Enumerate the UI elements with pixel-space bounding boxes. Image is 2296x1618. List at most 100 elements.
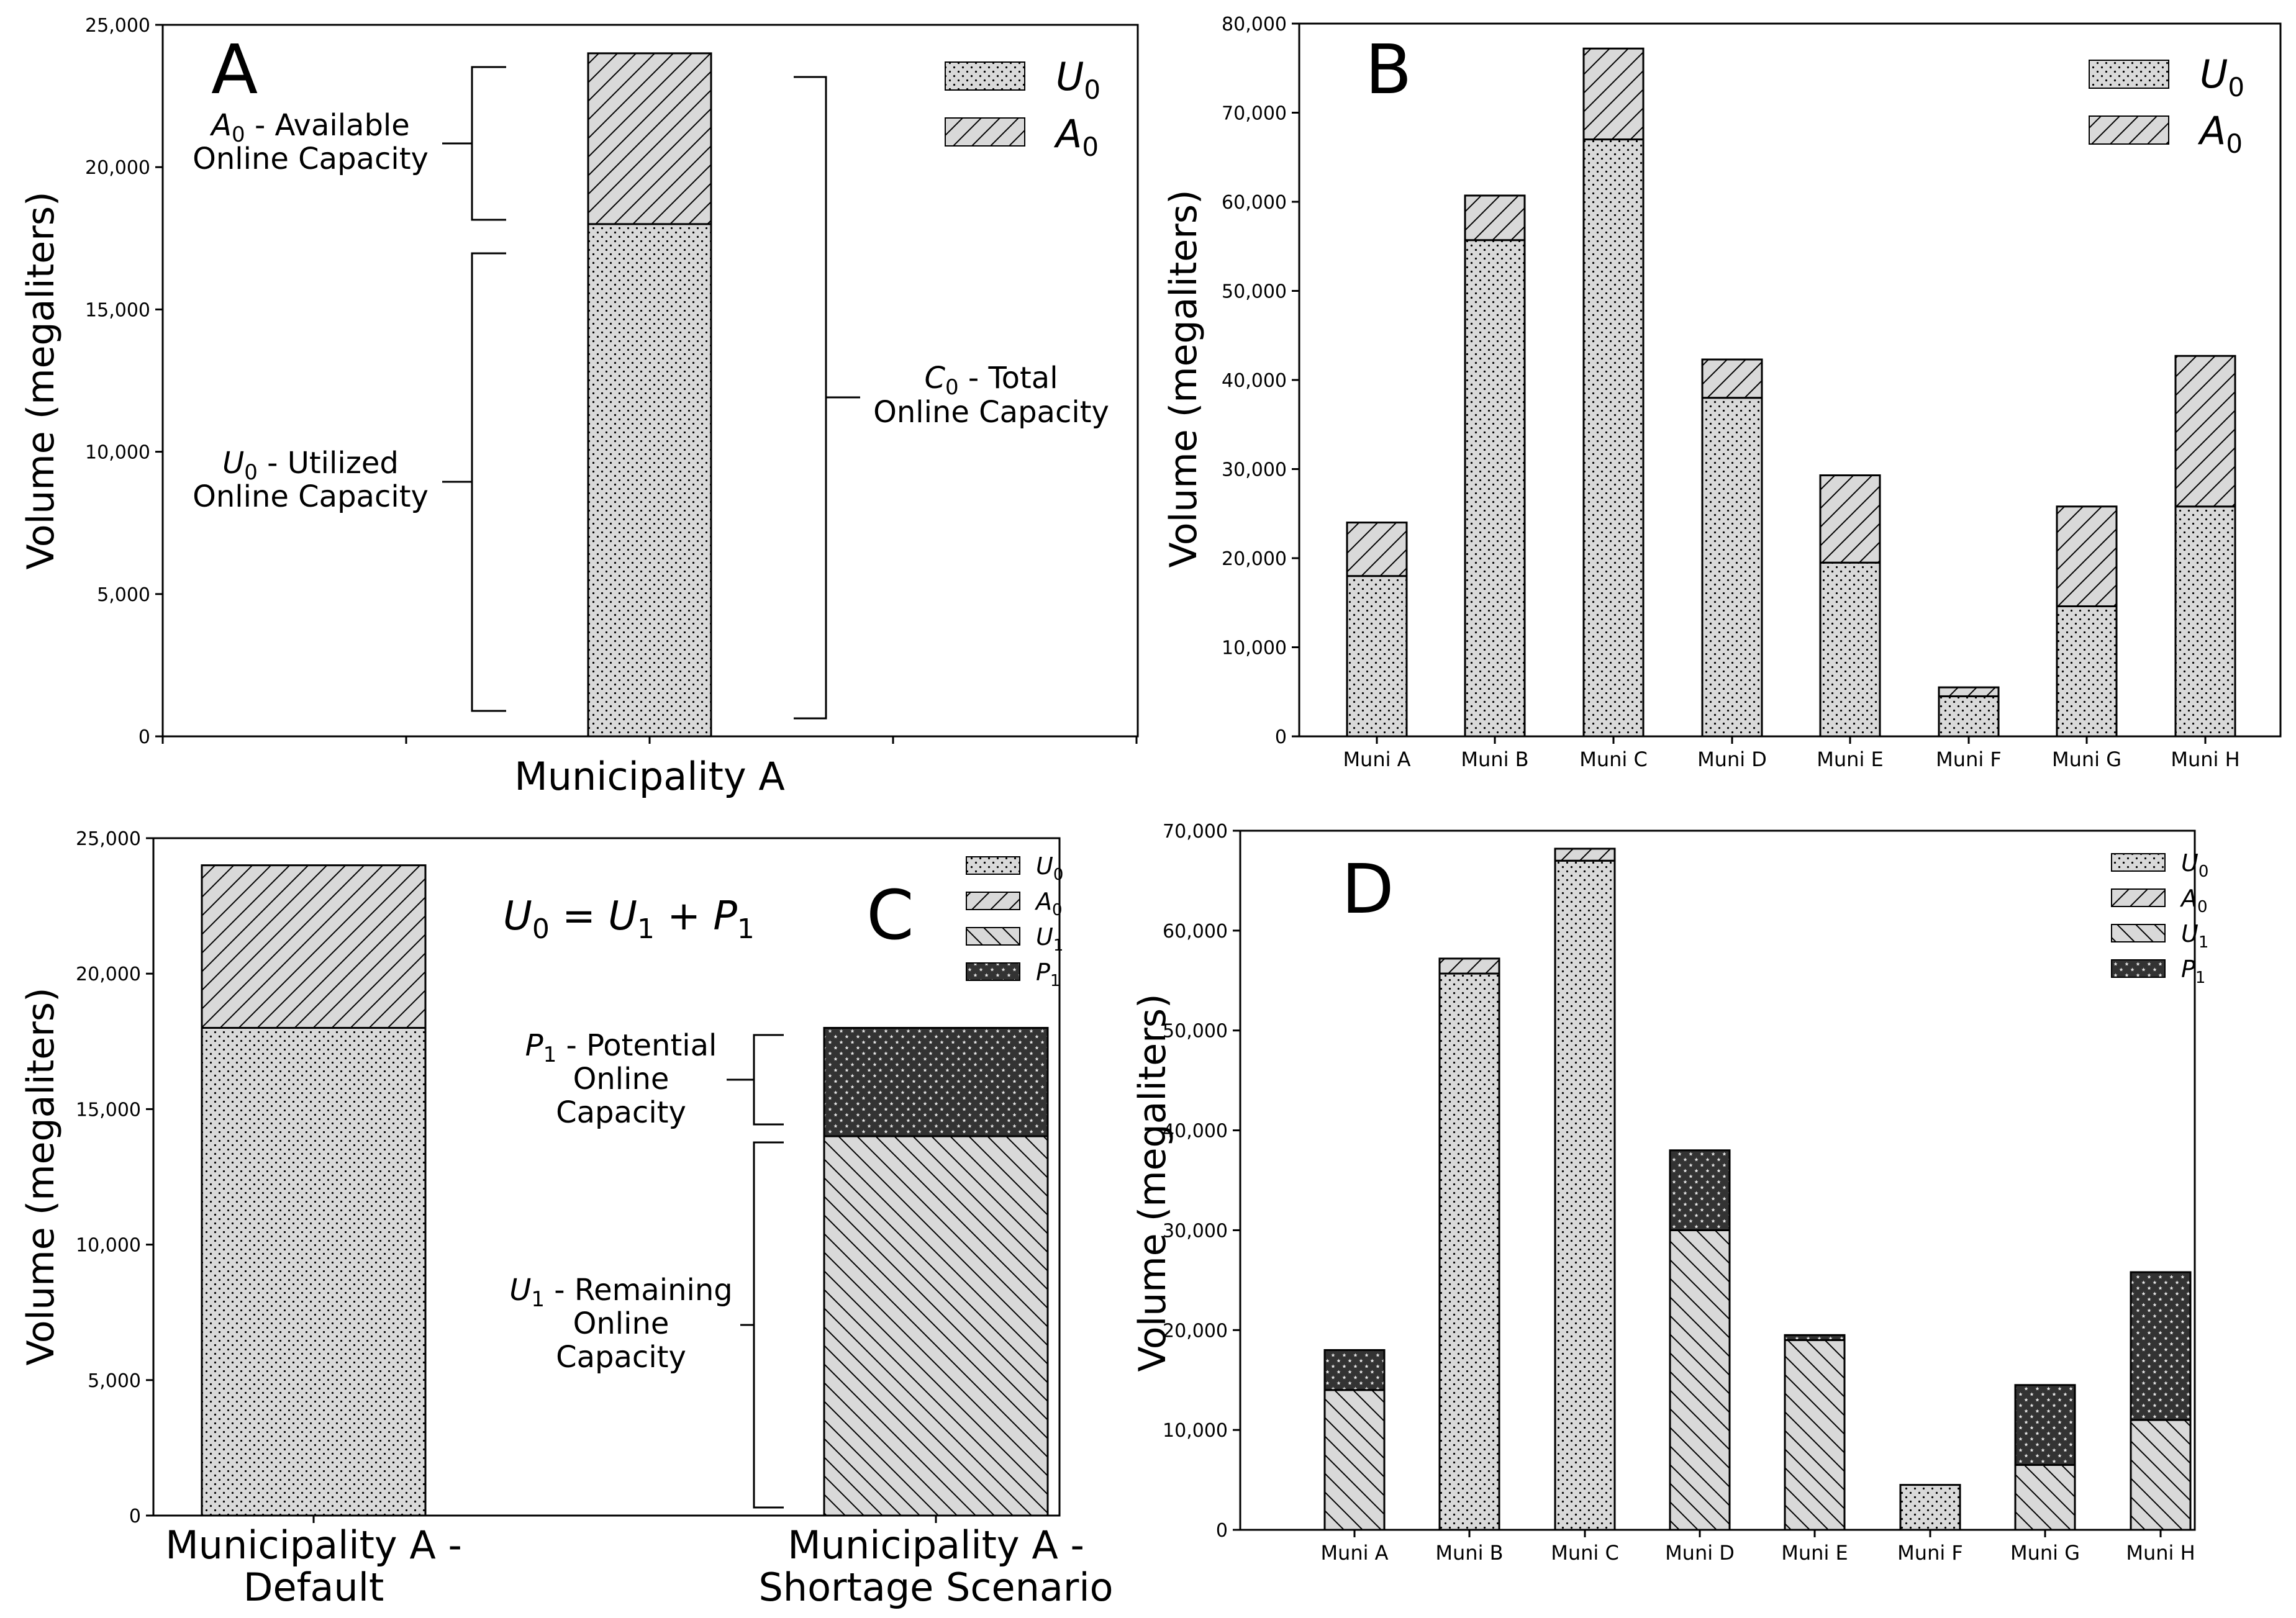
y-tick-label: 50,000 [1163,1021,1228,1042]
x-tick-label: Muni G [2052,748,2121,771]
panel-d-legend-swatch-p1 [2111,959,2166,978]
panel-c-category-default-line1: Municipality A - [165,1522,462,1568]
bar-segment-p1 [1669,1149,1731,1231]
y-tick-label: 40,000 [1163,1121,1228,1142]
bar-segment-a0 [1464,194,1526,242]
bar-segment-u0 [1438,972,1500,1531]
panel-a-y-axis-label: Volume (megaliters) [19,192,63,570]
x-tick-label: Muni C [1551,1541,1619,1565]
bar-segment-a0 [1701,358,1763,399]
bar-segment-u1 [1784,1339,1846,1531]
x-tick-label: Muni D [1697,748,1767,771]
svg-text:U1 - Remaining: U1 - Remaining [509,1273,733,1312]
bar-segment-u0 [587,223,712,738]
panel-c-category-shortage-line1: Municipality A - [787,1522,1084,1568]
x-tick-label: Muni B [1461,748,1528,771]
panel-a-x-ticks [161,736,1138,744]
panel-c-letter: C [866,875,914,955]
bar-segment-p1 [2014,1384,2076,1466]
y-tick-label: 70,000 [1222,103,1287,125]
panel-b-legend-swatch-a0 [2089,115,2169,145]
y-tick-label: 30,000 [1163,1220,1228,1242]
svg-text:Online Capacity: Online Capacity [193,142,429,176]
x-tick-label: Muni D [1665,1541,1735,1565]
x-tick-label: Muni H [2126,1541,2195,1565]
bar-segment-a0 [1438,957,1500,975]
panel-b-legend: U0 A0 [2089,52,2244,159]
panel-a-legend-label-u0: U0 [1056,54,1100,105]
y-tick-label: 25,000 [76,828,141,850]
panel-c-frame [152,837,1061,1517]
bar-segment-u0 [2056,605,2118,738]
panel-a-legend: U0 A0 [945,54,1100,162]
bar-segment-u0 [1701,397,1763,738]
bar-segment-u0 [1346,575,1408,738]
panel-b-y-axis-label: Volume (megaliters) [1162,190,1205,568]
y-tick-label: 80,000 [1222,14,1287,35]
svg-text:Online: Online [573,1062,669,1096]
panel-c-bars [201,864,1049,1517]
panel-c: 0 5,000 10,000 15,000 20,000 25,000 Municipal… [19,828,1114,1610]
y-tick-label: 20,000 [1163,1320,1228,1342]
svg-text:Online Capacity: Online Capacity [193,479,429,514]
panel-c-equation: U0 = U1 + P1 [503,893,755,945]
x-tick-label: Muni F [1936,748,2002,771]
y-tick-label: 5,000 [97,584,150,606]
bar-segment-a0 [2174,355,2236,508]
panel-a-legend-label-a0: A0 [1053,111,1099,162]
y-tick-label: 70,000 [1163,821,1228,843]
y-tick-label: 20,000 [1222,548,1287,570]
y-tick-label: 60,000 [1222,192,1287,214]
svg-text:P1 - Potential: P1 - Potential [525,1028,717,1067]
panel-c-annotation-p1: P1 - Potential Online Capacity [525,1028,784,1130]
bar-segment-u0 [1582,138,1645,738]
panel-d: 0 10,000 20,000 30,000 40,000 50,000 60,000 70,… [1131,821,2208,1565]
panel-b-bars [1346,47,2236,738]
svg-text:Capacity: Capacity [556,1095,686,1130]
panel-a-legend-swatch-u0 [945,61,1025,91]
bar-segment-a0 [1582,47,1645,141]
bar-segment-p1 [823,1026,1049,1137]
bar-segment-p1 [2130,1271,2192,1421]
panel-c-legend-label-a0: A0 [1034,888,1063,920]
panel-d-legend-label-u1: U1 [2181,920,2208,952]
bar-segment-a0 [1819,474,1881,564]
y-tick-label: 0 [1216,1520,1228,1542]
bar-segment-u1 [1669,1229,1731,1531]
panel-a-letter: A [211,30,258,109]
y-tick-label: 60,000 [1163,921,1228,942]
y-tick-label: 15,000 [85,299,150,321]
bar-segment-u1 [1323,1389,1386,1531]
y-tick-label: 10,000 [76,1235,141,1257]
bar-segment-u0 [201,1026,427,1517]
bar-segment-a0 [1554,847,1616,862]
panel-d-bars [1323,847,2192,1531]
panel-d-y-ticks: 0 10,000 20,000 30,000 40,000 50,000 60,000 70,… [1163,821,1240,1542]
panel-b-legend-label-a0: A0 [2197,108,2243,159]
bar-segment-a0 [2056,505,2118,607]
bar-segment-u1 [2130,1419,2192,1531]
panel-a-annotation-u0: U0 - Utilized Online Capacity [193,252,506,712]
panel-a-annotation-c0: C0 - Total Online Capacity [794,76,1109,720]
panel-d-x-labels: Muni A Muni B Muni C Muni D Muni E Muni F Muni… [1320,1530,2195,1565]
panel-c-legend-label-u0: U0 [1036,852,1063,884]
bar-segment-a0 [201,864,427,1029]
y-tick-label: 25,000 [85,15,150,37]
y-tick-label: 0 [129,1506,141,1527]
bar-segment-u0 [1464,239,1526,738]
panel-a: 0 5,000 10,000 15,000 20,000 25,000 Municipal… [19,15,1139,799]
panel-d-legend-label-a0: A0 [2179,885,2208,916]
panel-c-legend-swatch-u1 [966,927,1020,946]
panel-c-y-ticks: 0 5,000 10,000 15,000 20,000 25,000 [76,828,153,1527]
panel-c-legend: U0 A0 U1 P1 [966,852,1063,990]
panel-c-legend-label-u1: U1 [1036,923,1063,955]
panel-d-letter: D [1341,849,1394,929]
y-tick-label: 0 [138,726,150,748]
panel-c-legend-label-p1: P1 [1036,959,1060,990]
y-tick-label: 10,000 [85,442,150,464]
bar-segment-u1 [2014,1463,2076,1531]
x-tick-label: Muni B [1435,1541,1503,1565]
y-tick-label: 10,000 [1163,1420,1228,1442]
y-tick-label: 50,000 [1222,281,1287,303]
bar-segment-a0 [587,52,712,225]
